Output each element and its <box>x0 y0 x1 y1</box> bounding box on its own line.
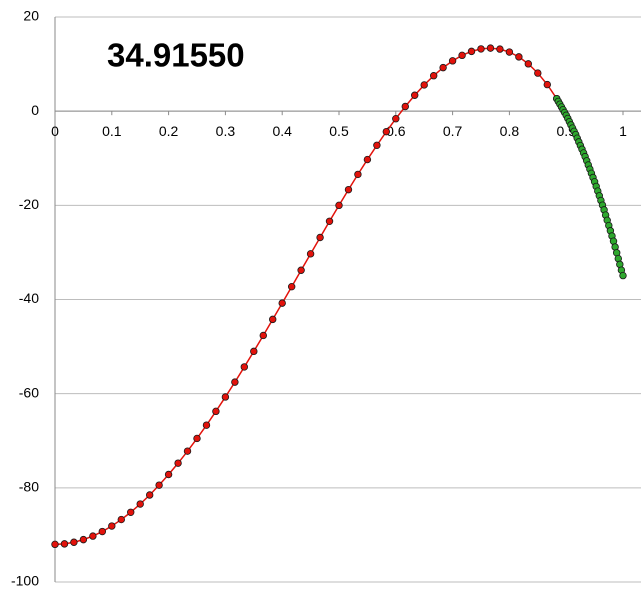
data-point <box>382 127 391 136</box>
data-point <box>136 500 144 508</box>
data-point <box>287 282 296 291</box>
data-point <box>420 81 428 89</box>
x-tick-label: 0.3 <box>216 123 236 139</box>
data-point <box>174 459 182 467</box>
data-point <box>411 91 419 99</box>
y-tick-label: -100 <box>11 573 39 589</box>
chart-title: 34.91550 <box>107 37 245 74</box>
y-tick-label: 20 <box>23 8 39 24</box>
data-point <box>108 522 116 530</box>
data-point <box>60 540 69 548</box>
x-tick-label: 0.5 <box>329 123 349 139</box>
series-line <box>54 47 558 546</box>
x-tick-label: 0.8 <box>500 123 520 139</box>
data-point <box>117 515 125 524</box>
data-point <box>127 508 135 516</box>
x-tick-label: 1 <box>619 123 627 139</box>
data-point <box>439 63 447 72</box>
data-point <box>515 53 523 61</box>
data-point <box>70 538 78 546</box>
data-point <box>221 393 230 401</box>
data-point <box>467 47 476 56</box>
data-point <box>344 185 353 194</box>
data-point <box>297 266 305 274</box>
data-point <box>250 347 258 356</box>
data-point <box>373 141 381 150</box>
data-point <box>155 481 163 489</box>
data-point <box>183 447 192 455</box>
data-point <box>278 299 286 307</box>
x-tick-label: 0.4 <box>272 123 292 139</box>
data-point <box>429 72 438 80</box>
data-point <box>240 363 249 371</box>
y-tick-label: -80 <box>19 479 39 495</box>
data-point <box>335 201 343 210</box>
data-point <box>212 407 220 416</box>
data-point <box>543 80 551 89</box>
y-tick-label: 0 <box>31 102 39 118</box>
data-point <box>505 48 514 56</box>
data-point <box>458 51 466 60</box>
data-point <box>401 102 409 111</box>
data-point <box>145 491 154 499</box>
data-point <box>392 114 400 123</box>
data-point <box>524 60 533 68</box>
data-point <box>306 250 315 258</box>
data-point <box>51 540 59 549</box>
data-point <box>98 527 107 536</box>
y-tick-label: -20 <box>19 196 39 212</box>
x-tick-label: 0.1 <box>102 123 122 139</box>
data-point <box>259 331 267 340</box>
x-tick-label: 0.6 <box>386 123 406 139</box>
data-point <box>477 45 485 53</box>
y-tick-label: -60 <box>19 384 39 400</box>
data-point <box>202 421 211 429</box>
data-point <box>231 378 239 386</box>
data-point <box>193 434 201 443</box>
data-point <box>325 217 334 225</box>
data-point <box>89 532 97 540</box>
x-tick-label: 0 <box>51 123 59 139</box>
data-point <box>79 535 88 544</box>
data-point <box>363 155 372 164</box>
data-point <box>354 170 362 179</box>
data-point <box>619 271 627 280</box>
data-point <box>448 57 457 65</box>
data-point <box>316 233 324 242</box>
x-tick-label: 0.7 <box>443 123 463 139</box>
x-tick-label: 0.2 <box>159 123 179 139</box>
data-point <box>269 315 277 324</box>
data-point <box>164 470 173 479</box>
y-tick-label: -40 <box>19 290 39 306</box>
data-point <box>486 44 495 52</box>
data-point <box>496 45 504 53</box>
data-point <box>534 69 542 77</box>
